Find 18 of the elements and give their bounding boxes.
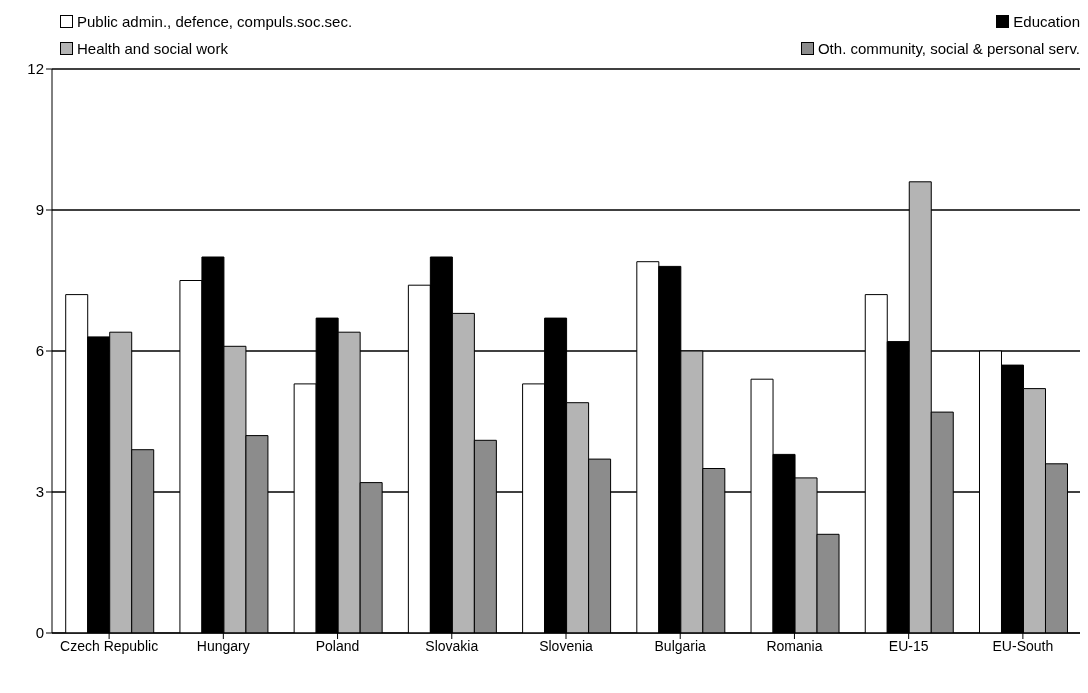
y-tick-label: 6 [35, 342, 44, 360]
x-tick-label: Romania [766, 637, 823, 654]
legend-label: Education [1013, 13, 1080, 30]
x-tick-label: EU-South [992, 637, 1054, 654]
legend-label: Health and social work [77, 40, 228, 57]
y-tick-label: 12 [27, 60, 44, 78]
x-tick-label: Hungary [196, 637, 250, 654]
x-tick-label: Bulgaria [654, 637, 707, 654]
x-tick-label: Slovenia [539, 637, 594, 654]
x-tick-label: EU-15 [888, 637, 929, 654]
legend-label: Public admin., defence, compuls.soc.sec. [77, 13, 353, 30]
y-tick-label: 0 [35, 624, 44, 642]
x-tick-label: Poland [315, 637, 360, 654]
x-tick-label: Czech Republic [60, 637, 159, 654]
x-tick-label: Slovakia [425, 637, 479, 654]
legend-label: Oth. community, social & personal serv. [817, 40, 1080, 57]
y-tick-label: 3 [35, 483, 44, 501]
y-tick-label: 9 [35, 201, 44, 219]
